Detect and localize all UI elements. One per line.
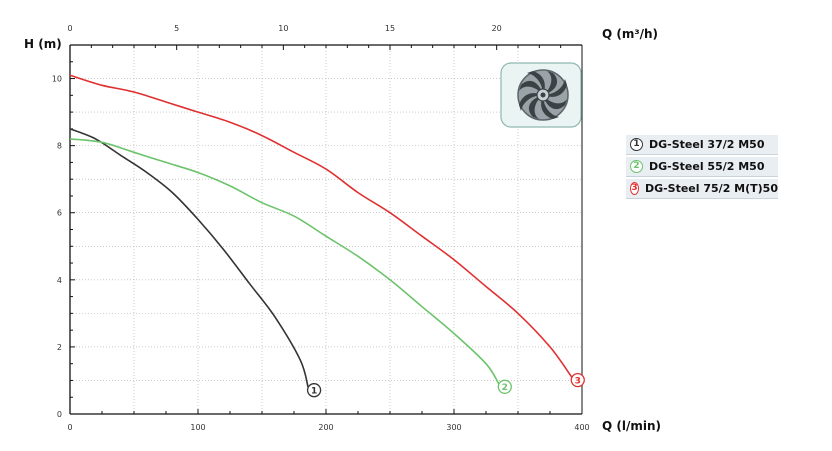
curve-line-2 xyxy=(69,138,500,385)
curve-end-marker-3 xyxy=(570,372,585,388)
legend-label-1: DG-Steel 37/2 M50 xyxy=(649,138,765,151)
x-top-tick-label: 0 xyxy=(67,24,72,33)
x-top-tick-label: 10 xyxy=(278,24,288,33)
x-top-tick-label: 15 xyxy=(385,24,395,33)
x-axis-title-bottom: Q (l/min) xyxy=(602,419,661,433)
curve-line-3 xyxy=(69,74,573,378)
legend-label-2: DG-Steel 55/2 M50 xyxy=(649,160,765,173)
legend-item-3: 3 DG-Steel 75/2 M(T)50 xyxy=(626,179,778,199)
grid-lines xyxy=(70,45,583,414)
x-tick-label: 100 xyxy=(190,423,205,432)
curves xyxy=(69,74,573,388)
legend-marker-2: 2 xyxy=(630,160,643,173)
y-tick-label: 10 xyxy=(52,75,62,84)
y-tick-label: 0 xyxy=(57,410,62,419)
impeller-icon xyxy=(500,62,582,128)
curve-end-marker-2 xyxy=(497,379,512,394)
curve-end-label-1: 1 xyxy=(311,386,317,396)
y-axis-title: H (m) xyxy=(24,37,62,51)
y-tick-label: 4 xyxy=(57,276,62,285)
x-axis-title-top: Q (m³/h) xyxy=(602,27,658,41)
legend: 1 DG-Steel 37/2 M50 2 DG-Steel 55/2 M50 … xyxy=(626,135,778,201)
curve-end-label-3: 3 xyxy=(575,376,581,386)
legend-item-2: 2 DG-Steel 55/2 M50 xyxy=(626,157,778,177)
y-tick-label: 8 xyxy=(57,142,62,151)
legend-marker-3: 3 xyxy=(630,182,639,195)
curve-end-marker-1 xyxy=(306,383,322,398)
curve-line-1 xyxy=(69,128,309,388)
legend-item-1: 1 DG-Steel 37/2 M50 xyxy=(626,135,778,155)
curve-end-label-2: 2 xyxy=(502,383,508,393)
x-tick-label: 400 xyxy=(574,423,589,432)
x-tick-label: 0 xyxy=(67,423,72,432)
axes xyxy=(69,44,583,415)
y-tick-label: 2 xyxy=(57,343,62,352)
x-top-tick-label: 20 xyxy=(492,24,502,33)
curve-markers: 1 2 3 xyxy=(306,372,585,398)
legend-label-3: DG-Steel 75/2 M(T)50 xyxy=(644,182,778,195)
x-tick-label: 200 xyxy=(318,423,333,432)
y-tick-label: 6 xyxy=(57,209,62,218)
x-tick-label: 300 xyxy=(446,423,461,432)
legend-marker-1: 1 xyxy=(630,138,643,151)
x-top-tick-label: 5 xyxy=(174,24,179,33)
